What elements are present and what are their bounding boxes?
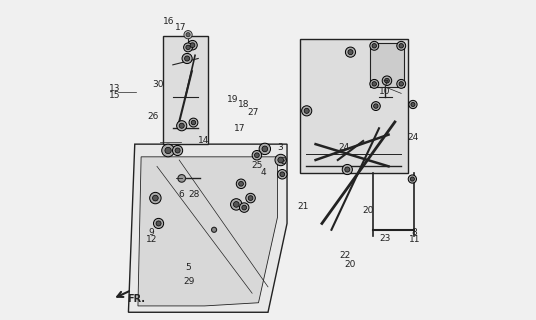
Text: 11: 11 bbox=[409, 235, 420, 244]
Circle shape bbox=[374, 104, 378, 108]
Polygon shape bbox=[138, 157, 278, 306]
Polygon shape bbox=[369, 43, 404, 87]
Circle shape bbox=[275, 154, 286, 166]
Text: 13: 13 bbox=[109, 84, 121, 93]
Circle shape bbox=[252, 150, 262, 160]
Circle shape bbox=[189, 118, 198, 127]
Circle shape bbox=[162, 144, 174, 157]
Circle shape bbox=[156, 221, 161, 226]
Text: 28: 28 bbox=[189, 190, 200, 199]
Text: 24: 24 bbox=[408, 133, 419, 142]
Circle shape bbox=[242, 205, 247, 210]
Circle shape bbox=[236, 179, 246, 188]
Text: 5: 5 bbox=[185, 263, 191, 272]
Circle shape bbox=[248, 196, 253, 200]
Text: FR.: FR. bbox=[127, 294, 145, 304]
Circle shape bbox=[182, 53, 192, 64]
Circle shape bbox=[399, 82, 404, 86]
Text: 27: 27 bbox=[247, 108, 258, 117]
Circle shape bbox=[371, 102, 381, 110]
Text: 20: 20 bbox=[344, 260, 355, 269]
Circle shape bbox=[372, 82, 376, 86]
Text: 14: 14 bbox=[198, 136, 210, 146]
Text: 17: 17 bbox=[175, 23, 187, 32]
Text: 20: 20 bbox=[362, 206, 373, 215]
Text: 18: 18 bbox=[237, 100, 249, 109]
Text: 25: 25 bbox=[251, 161, 263, 170]
Text: 10: 10 bbox=[379, 87, 391, 96]
Circle shape bbox=[411, 102, 415, 107]
Circle shape bbox=[246, 193, 255, 203]
Polygon shape bbox=[300, 39, 407, 173]
Circle shape bbox=[165, 147, 171, 154]
Circle shape bbox=[384, 78, 389, 83]
Circle shape bbox=[302, 106, 312, 116]
Circle shape bbox=[259, 143, 271, 155]
Text: 19: 19 bbox=[227, 95, 238, 104]
Circle shape bbox=[348, 50, 353, 55]
Circle shape bbox=[255, 153, 259, 158]
Circle shape bbox=[408, 175, 416, 183]
Circle shape bbox=[262, 146, 267, 152]
Circle shape bbox=[153, 218, 163, 228]
Circle shape bbox=[280, 172, 285, 177]
Text: 9: 9 bbox=[148, 228, 154, 237]
Circle shape bbox=[179, 123, 184, 128]
Text: 6: 6 bbox=[179, 190, 184, 199]
Circle shape bbox=[186, 33, 190, 37]
Circle shape bbox=[372, 44, 376, 48]
Circle shape bbox=[188, 40, 197, 50]
Circle shape bbox=[410, 177, 414, 181]
Circle shape bbox=[186, 45, 190, 50]
Text: 17: 17 bbox=[234, 124, 245, 133]
Circle shape bbox=[397, 79, 406, 88]
Circle shape bbox=[184, 43, 192, 52]
Circle shape bbox=[240, 203, 249, 212]
Text: 26: 26 bbox=[147, 112, 159, 121]
Circle shape bbox=[382, 76, 392, 85]
Circle shape bbox=[184, 56, 190, 61]
Circle shape bbox=[342, 164, 352, 175]
Circle shape bbox=[212, 227, 217, 232]
Circle shape bbox=[399, 44, 404, 48]
Text: 2: 2 bbox=[280, 157, 286, 166]
Circle shape bbox=[230, 199, 242, 210]
Circle shape bbox=[150, 192, 161, 204]
Text: 24: 24 bbox=[339, 143, 350, 152]
Text: 30: 30 bbox=[152, 80, 163, 89]
Circle shape bbox=[304, 108, 309, 113]
Circle shape bbox=[370, 79, 379, 88]
Circle shape bbox=[278, 157, 284, 163]
Circle shape bbox=[153, 195, 158, 201]
Circle shape bbox=[278, 170, 287, 179]
Circle shape bbox=[190, 43, 195, 48]
Text: 23: 23 bbox=[379, 234, 390, 243]
Circle shape bbox=[239, 181, 243, 186]
Text: 7: 7 bbox=[382, 80, 388, 89]
Circle shape bbox=[184, 31, 192, 39]
Text: 22: 22 bbox=[339, 251, 351, 260]
Circle shape bbox=[370, 41, 379, 50]
Text: 8: 8 bbox=[412, 228, 418, 237]
Text: 15: 15 bbox=[109, 91, 121, 100]
Polygon shape bbox=[129, 144, 287, 312]
Polygon shape bbox=[163, 36, 208, 144]
Circle shape bbox=[345, 167, 350, 172]
Circle shape bbox=[173, 145, 183, 156]
Text: 16: 16 bbox=[163, 17, 175, 26]
Circle shape bbox=[345, 47, 355, 57]
Text: 21: 21 bbox=[298, 203, 309, 212]
Circle shape bbox=[178, 175, 185, 182]
Circle shape bbox=[175, 148, 180, 153]
Text: 29: 29 bbox=[184, 277, 195, 286]
Circle shape bbox=[409, 100, 417, 108]
Circle shape bbox=[233, 202, 239, 207]
Text: 12: 12 bbox=[146, 236, 157, 244]
Circle shape bbox=[397, 41, 406, 50]
Text: 3: 3 bbox=[277, 143, 283, 152]
Circle shape bbox=[191, 120, 196, 125]
Text: 4: 4 bbox=[260, 168, 266, 177]
Circle shape bbox=[177, 121, 187, 131]
